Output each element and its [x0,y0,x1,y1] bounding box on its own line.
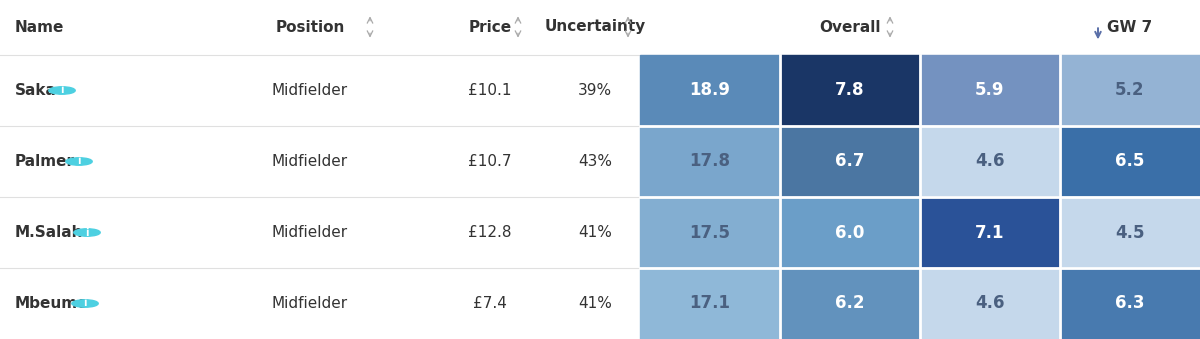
Text: 43%: 43% [578,154,612,169]
Bar [1060,268,1200,339]
Text: 4.5: 4.5 [1115,223,1145,241]
Text: 6.7: 6.7 [835,153,865,171]
Text: 5.2: 5.2 [1115,81,1145,100]
Text: Midfielder: Midfielder [272,225,348,240]
Bar [780,197,920,268]
Bar [1060,55,1200,126]
Bar [920,55,1060,126]
Text: 5.9: 5.9 [976,81,1004,100]
Text: Saka: Saka [14,83,56,98]
Text: 41%: 41% [578,225,612,240]
Text: Uncertainty: Uncertainty [545,20,646,35]
Text: i: i [60,85,64,96]
Text: Midfielder: Midfielder [272,83,348,98]
Circle shape [72,300,98,307]
Text: i: i [77,157,80,166]
Text: i: i [83,299,86,308]
Text: 41%: 41% [578,296,612,311]
Text: £10.1: £10.1 [468,83,511,98]
Text: Position: Position [275,20,344,35]
Bar [1060,197,1200,268]
Bar [920,197,1060,268]
Text: 6.5: 6.5 [1115,153,1145,171]
Circle shape [74,229,101,236]
Text: 39%: 39% [578,83,612,98]
Text: 18.9: 18.9 [690,81,731,100]
Bar [780,55,920,126]
Text: 6.3: 6.3 [1115,295,1145,313]
Bar [640,55,780,126]
Text: 6.0: 6.0 [835,223,865,241]
Text: Overall: Overall [820,20,881,35]
Text: 7.1: 7.1 [976,223,1004,241]
Bar [780,126,920,197]
Text: Midfielder: Midfielder [272,296,348,311]
Text: 4.6: 4.6 [976,295,1004,313]
Text: 6.2: 6.2 [835,295,865,313]
Bar [780,268,920,339]
Bar [920,126,1060,197]
Text: Price: Price [468,20,511,35]
Text: Name: Name [14,20,65,35]
Text: M.Salah: M.Salah [14,225,84,240]
Text: 17.1: 17.1 [690,295,731,313]
Bar [1060,126,1200,197]
Text: 7.8: 7.8 [835,81,865,100]
Text: 4.6: 4.6 [976,153,1004,171]
Text: 17.8: 17.8 [690,153,731,171]
Bar [920,268,1060,339]
Text: Midfielder: Midfielder [272,154,348,169]
Text: £12.8: £12.8 [468,225,511,240]
Text: £7.4: £7.4 [473,296,506,311]
Bar [640,126,780,197]
Bar [640,268,780,339]
Text: Palmer: Palmer [14,154,74,169]
Text: 17.5: 17.5 [690,223,731,241]
Circle shape [66,158,92,165]
Circle shape [49,87,76,94]
Text: GW 7: GW 7 [1108,20,1153,35]
Text: Mbeumo: Mbeumo [14,296,89,311]
Text: £10.7: £10.7 [468,154,511,169]
Bar [640,197,780,268]
Text: i: i [85,227,89,238]
Bar [0,0,1200,55]
